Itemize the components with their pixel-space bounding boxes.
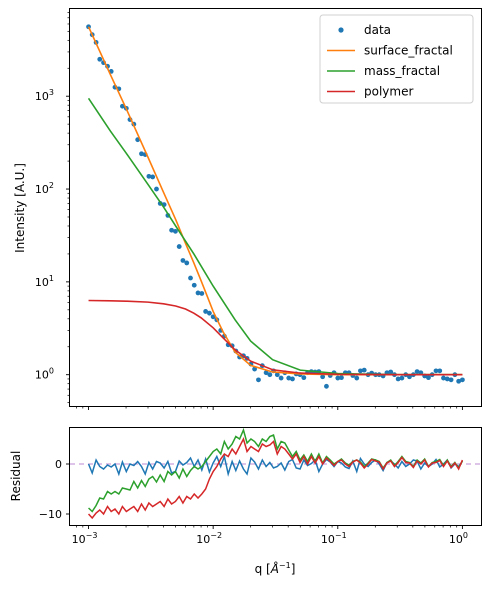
data-point — [169, 227, 175, 233]
y-tick-exponent: 1 — [49, 274, 54, 283]
data-point — [173, 228, 178, 234]
data-point — [150, 174, 156, 180]
data-point — [339, 375, 344, 381]
data-point — [191, 282, 197, 288]
data-point — [199, 291, 205, 296]
legend-label: data — [364, 23, 391, 37]
data-point — [286, 375, 292, 381]
data-point — [448, 377, 454, 383]
residual-y-axis-label: Residual — [9, 451, 23, 502]
legend-frame — [319, 14, 474, 104]
intensity-y-axis-label: Intensity [A.U.] — [13, 163, 27, 253]
data-point — [203, 309, 209, 314]
data-point — [388, 369, 394, 375]
data-point — [278, 375, 284, 381]
data-point — [180, 258, 186, 263]
data-point — [207, 310, 212, 316]
data-point — [301, 375, 307, 381]
data-point — [361, 367, 367, 373]
legend-item-polymer: polymer — [327, 85, 413, 99]
data-point — [395, 376, 401, 382]
x-tick-exponent: −3 — [86, 531, 98, 540]
residual-x-axis-label: q [Å−1] — [255, 561, 296, 576]
x-axis-label-exponent: −1 — [279, 561, 291, 570]
residual-line-polymer — [87, 436, 464, 520]
data-point — [324, 383, 329, 389]
legend-label: mass_fractal — [364, 64, 440, 78]
x-axis-label-unit: Å — [270, 561, 279, 576]
data-point — [358, 368, 363, 374]
legend-item-mass_fractal: mass_fractal — [327, 64, 440, 78]
intensity-series — [86, 24, 465, 389]
residual-y-tick-label: −10 — [39, 508, 62, 521]
legend-item-data: data — [338, 23, 391, 37]
intensity-axes-frame — [69, 8, 482, 407]
data-point — [407, 374, 412, 380]
data-point — [139, 151, 144, 157]
data-point — [354, 375, 360, 381]
residual-y-tick-label: 0 — [55, 458, 62, 471]
y-tick-exponent: 2 — [49, 181, 54, 190]
residual-axes-frame — [69, 427, 482, 526]
legend-item-surface_fractal: surface_fractal — [327, 44, 453, 58]
data-point — [176, 244, 182, 249]
data-point — [146, 173, 152, 179]
data-point — [184, 260, 190, 266]
data-point — [426, 375, 431, 381]
y-tick-exponent: 3 — [49, 88, 54, 97]
x-tick-exponent: −2 — [210, 531, 222, 540]
data-point — [290, 376, 295, 382]
legend-label: surface_fractal — [364, 44, 453, 58]
data-point — [320, 374, 326, 380]
data-point — [252, 366, 257, 372]
series-line-mass_fractal — [87, 97, 463, 376]
legend-label: polymer — [364, 85, 413, 99]
legend-marker — [338, 27, 344, 33]
data-point — [399, 375, 405, 381]
data-point — [256, 377, 261, 383]
data-point — [267, 372, 273, 378]
data-point — [460, 377, 465, 383]
residual-line-surface_fractal — [87, 453, 464, 477]
x-tick-exponent: 0 — [463, 531, 468, 540]
data-point — [97, 56, 103, 62]
series-line-polymer — [88, 299, 463, 376]
x-axis-label-quantity: q [ — [255, 562, 271, 576]
data-point — [433, 368, 439, 374]
x-axis-label-close: ] — [291, 562, 296, 576]
residual-series — [70, 427, 481, 520]
data-point — [437, 368, 443, 374]
data-point — [274, 372, 280, 378]
data-point — [414, 369, 420, 374]
data-point — [456, 378, 462, 384]
data-point — [441, 375, 446, 381]
data-point — [263, 370, 269, 376]
data-point — [444, 376, 450, 382]
data-point — [188, 275, 193, 281]
x-tick-exponent: −1 — [335, 531, 347, 540]
data-point — [335, 375, 341, 381]
y-tick-exponent: 0 — [49, 367, 54, 376]
data-point — [195, 290, 201, 296]
data-point — [154, 186, 159, 192]
data-point — [120, 103, 125, 109]
